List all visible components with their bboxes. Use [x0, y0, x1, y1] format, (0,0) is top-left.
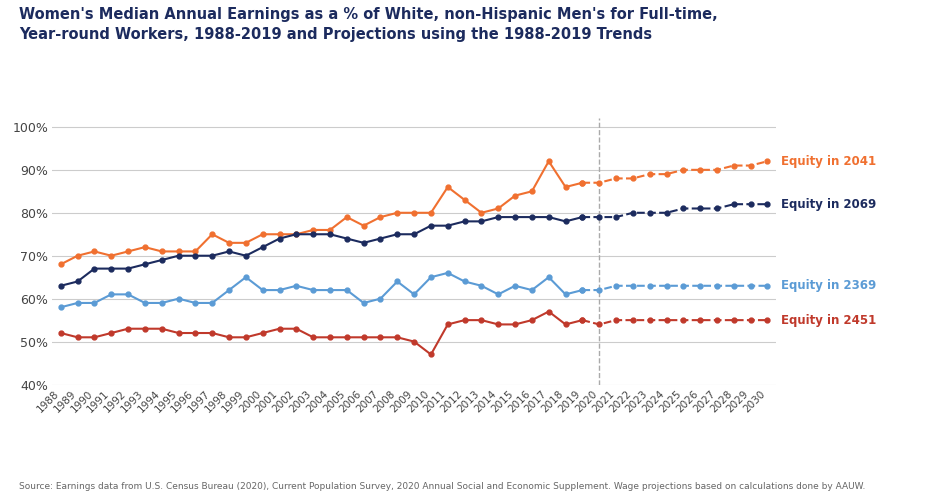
Text: Equity in 2451: Equity in 2451	[781, 314, 876, 327]
Text: Equity in 2369: Equity in 2369	[781, 279, 876, 292]
Legend: Asian, White, not Hispanic, Black, Hispanic: Asian, White, not Hispanic, Black, Hispa…	[147, 492, 565, 493]
Text: Women's Median Annual Earnings as a % of White, non-Hispanic Men's for Full-time: Women's Median Annual Earnings as a % of…	[19, 7, 718, 22]
Text: Year-round Workers, 1988-2019 and Projections using the 1988-2019 Trends: Year-round Workers, 1988-2019 and Projec…	[19, 27, 652, 42]
Text: Equity in 2069: Equity in 2069	[781, 198, 876, 211]
Text: Source: Earnings data from U.S. Census Bureau (2020), Current Population Survey,: Source: Earnings data from U.S. Census B…	[19, 482, 865, 491]
Text: Equity in 2041: Equity in 2041	[781, 155, 876, 168]
